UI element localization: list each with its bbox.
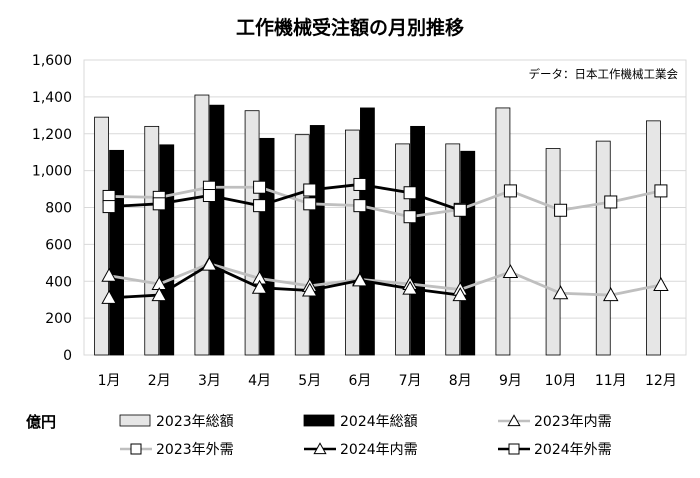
line-point — [453, 203, 467, 217]
y-tick-label: 1,000 — [32, 164, 72, 180]
y-tick-label: 1,400 — [32, 90, 72, 106]
line-point — [452, 287, 468, 302]
line-point — [302, 282, 318, 297]
legend-item: 2024年内需 — [304, 442, 418, 458]
legend-label: 2023年内需 — [534, 414, 612, 430]
source-note: データ：日本工作機械工業会 — [529, 67, 679, 81]
bar — [345, 129, 360, 356]
line-point — [654, 184, 668, 198]
bar — [395, 143, 410, 356]
line-point — [352, 272, 368, 287]
legend-item: 2023年外需 — [120, 442, 234, 458]
bar — [159, 144, 175, 356]
bar — [259, 137, 275, 356]
x-tick-label: 7月 — [399, 373, 422, 389]
line-point — [152, 197, 166, 211]
line-point — [201, 256, 218, 271]
bar — [194, 94, 210, 356]
y-tick-label: 800 — [45, 201, 72, 217]
y-tick-label: 200 — [45, 311, 72, 327]
line-point — [151, 287, 167, 302]
line-point — [101, 267, 117, 282]
line-point — [502, 264, 519, 279]
legend-item: 2024年外需 — [498, 442, 612, 458]
y-tick-label: 600 — [45, 237, 72, 253]
line-point — [313, 442, 327, 455]
bar — [595, 140, 611, 356]
line-point — [102, 200, 116, 214]
x-tick-label: 5月 — [298, 373, 321, 389]
series-line — [109, 185, 662, 219]
x-tick-label: 4月 — [248, 373, 271, 389]
bar — [495, 107, 511, 356]
bar — [410, 125, 425, 356]
line-point — [604, 195, 618, 209]
legend-label: 2024年総額 — [340, 414, 418, 430]
line-point — [353, 177, 367, 191]
bar — [109, 149, 124, 356]
legend-item: 2023年総額 — [119, 414, 234, 430]
line-point — [353, 199, 367, 213]
x-tick-label: 11月 — [595, 373, 627, 389]
y-tick-label: 0 — [63, 348, 72, 364]
line-point — [552, 285, 569, 300]
y-tick-label: 1,200 — [32, 127, 72, 143]
y-tick-label: 400 — [45, 274, 72, 290]
line-point — [403, 210, 417, 224]
line-point — [403, 186, 417, 200]
bar — [294, 134, 310, 356]
line-point — [554, 203, 568, 217]
x-tick-label: 9月 — [499, 373, 522, 389]
x-tick-label: 1月 — [98, 373, 121, 389]
x-tick-label: 10月 — [545, 373, 577, 389]
line-point — [603, 287, 619, 302]
bar — [94, 116, 109, 356]
x-tick-label: 2月 — [148, 373, 171, 389]
line-point — [653, 277, 669, 291]
x-tick-label: 8月 — [449, 373, 472, 389]
chart-title: 工作機械受注額の月別推移 — [236, 16, 464, 39]
series-line — [109, 183, 461, 212]
x-tick-label: 12月 — [645, 373, 677, 389]
legend-item: 2024年総額 — [303, 414, 418, 430]
series-line — [108, 262, 662, 297]
x-tick-label: 3月 — [198, 373, 221, 389]
line-point — [101, 289, 117, 304]
line-point — [507, 414, 521, 427]
bar — [309, 125, 325, 356]
line-point — [303, 183, 317, 197]
legend-swatch — [303, 414, 335, 427]
line-point — [508, 443, 520, 455]
bar — [209, 104, 225, 356]
line-point — [303, 197, 317, 211]
line-point — [402, 280, 418, 295]
bar — [445, 143, 461, 356]
bar — [646, 120, 661, 356]
line-point — [503, 184, 517, 198]
series-line — [109, 263, 461, 300]
legend-label: 2024年内需 — [340, 442, 418, 458]
bar — [244, 110, 260, 356]
bar — [545, 148, 561, 356]
y-tick-label: 1,600 — [32, 53, 72, 69]
bar — [144, 125, 160, 356]
line-point — [130, 443, 142, 455]
line-point — [251, 279, 268, 294]
bar — [460, 150, 476, 356]
legend-label: 2024年外需 — [534, 442, 612, 458]
line-point — [253, 180, 267, 194]
legend-item: 2023年内需 — [498, 414, 612, 430]
legend-label: 2023年外需 — [156, 442, 234, 458]
unit-label: 億円 — [26, 413, 56, 431]
line-point — [202, 189, 216, 203]
bar — [360, 107, 375, 356]
legend-swatch — [119, 414, 151, 427]
legend-label: 2023年総額 — [156, 414, 234, 430]
x-tick-label: 6月 — [348, 373, 371, 389]
line-point — [253, 199, 267, 213]
